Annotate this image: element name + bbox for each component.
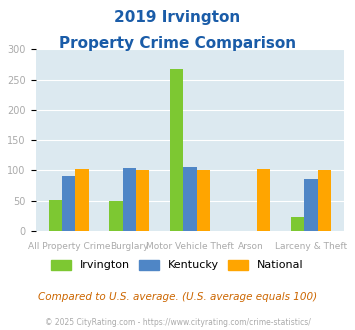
Bar bbox=[123, 168, 136, 231]
Bar bbox=[62, 176, 76, 231]
Bar bbox=[76, 169, 89, 231]
Text: Burglary: Burglary bbox=[110, 242, 149, 251]
Bar bbox=[257, 169, 271, 231]
Bar bbox=[136, 170, 149, 231]
Text: Compared to U.S. average. (U.S. average equals 100): Compared to U.S. average. (U.S. average … bbox=[38, 292, 317, 302]
Legend: Irvington, Kentucky, National: Irvington, Kentucky, National bbox=[48, 256, 307, 274]
Bar bbox=[49, 200, 62, 231]
Bar bbox=[291, 217, 304, 231]
Bar bbox=[197, 170, 210, 231]
Text: Motor Vehicle Theft: Motor Vehicle Theft bbox=[146, 242, 234, 251]
Text: All Property Crime: All Property Crime bbox=[28, 242, 110, 251]
Bar bbox=[109, 201, 123, 231]
Text: © 2025 CityRating.com - https://www.cityrating.com/crime-statistics/: © 2025 CityRating.com - https://www.city… bbox=[45, 318, 310, 327]
Text: Arson: Arson bbox=[237, 242, 263, 251]
Bar bbox=[170, 69, 183, 231]
Text: 2019 Irvington: 2019 Irvington bbox=[114, 10, 241, 25]
Bar bbox=[318, 170, 331, 231]
Bar bbox=[304, 179, 318, 231]
Text: Larceny & Theft: Larceny & Theft bbox=[275, 242, 347, 251]
Bar bbox=[183, 167, 197, 231]
Text: Property Crime Comparison: Property Crime Comparison bbox=[59, 36, 296, 51]
